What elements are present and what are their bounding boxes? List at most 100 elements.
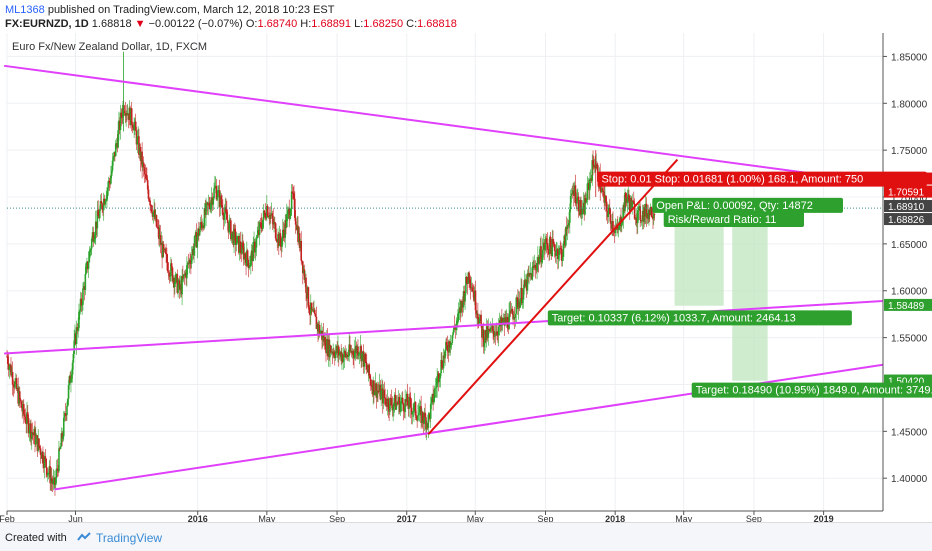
candle-body	[557, 249, 559, 260]
candle-body	[506, 316, 509, 328]
candle-body	[71, 362, 74, 375]
candle-body	[292, 192, 295, 194]
candle-body	[516, 297, 518, 299]
candle-body	[417, 415, 419, 421]
candle-body	[418, 406, 421, 414]
annotation-text: Stop: 0.01 Stop: 0.01681 (1.00%) 168.1, …	[601, 174, 863, 186]
trendline-upper-resistance[interactable]	[4, 64, 884, 184]
candle-body	[169, 276, 171, 277]
candle-body	[234, 228, 236, 232]
low-label: L:	[354, 18, 364, 30]
candle-body	[284, 219, 287, 238]
candle-body	[266, 205, 269, 216]
annotation: Target: 0.10337 (6.12%) 1033.7, Amount: …	[547, 310, 852, 326]
candle-body	[157, 226, 159, 228]
candle-body	[19, 399, 22, 402]
candle-body	[72, 353, 75, 363]
candle-body	[262, 219, 264, 230]
candle-body	[123, 111, 126, 113]
target-zone	[732, 225, 768, 381]
candle-body	[59, 446, 62, 450]
candle-body	[612, 221, 614, 231]
candle-body	[117, 130, 119, 148]
candle-body	[446, 344, 449, 352]
candle-body	[85, 266, 87, 274]
price-change: −0.00122 (−0.07%)	[148, 18, 243, 30]
candle-body	[272, 218, 275, 225]
candle-body	[302, 261, 304, 274]
candle-body	[319, 332, 322, 335]
tradingview-brand[interactable]: TradingView	[96, 531, 163, 545]
candle-body	[300, 240, 303, 261]
candle-body	[435, 386, 438, 388]
price-chart[interactable]: 1.400001.450001.500001.550001.600001.650…	[0, 33, 932, 522]
candle-body	[569, 196, 572, 210]
candle-body	[303, 269, 306, 280]
candle-body	[181, 276, 183, 295]
candle-body	[262, 210, 265, 220]
candle-body	[592, 160, 594, 165]
candle-body	[198, 229, 201, 236]
candle-body	[409, 399, 412, 408]
candle-body	[38, 438, 40, 447]
candle-body	[301, 260, 303, 262]
candle-body	[275, 238, 278, 242]
candle-body	[365, 363, 368, 370]
candle-body	[148, 198, 151, 201]
candle-body	[566, 224, 569, 230]
candle-body	[343, 350, 346, 358]
candle-body	[133, 125, 135, 131]
candle-body	[166, 253, 168, 263]
candle-body	[307, 287, 310, 308]
publish-line: ML1368 published on TradingView.com, Mar…	[5, 4, 334, 16]
candle-body	[329, 345, 332, 353]
candle-body	[633, 203, 636, 219]
author-link[interactable]: ML1368	[5, 4, 45, 16]
candle-body	[60, 433, 63, 447]
candle-body	[235, 242, 238, 245]
candle-body	[281, 238, 283, 247]
annotations: Stop: 0.01 Stop: 0.01681 (1.00%) 168.1, …	[547, 171, 932, 398]
candle-body	[368, 364, 370, 376]
candle-body	[541, 249, 544, 260]
candle-body	[78, 311, 80, 329]
candle-body	[492, 325, 494, 332]
candle-body	[27, 418, 30, 434]
candle-body	[205, 203, 207, 216]
candle-body	[614, 228, 617, 233]
candle-body	[75, 327, 78, 344]
candle-body	[286, 210, 289, 215]
candle-body	[254, 241, 256, 253]
y-tick-label: 1.55000	[891, 334, 928, 345]
candle-body	[70, 378, 72, 383]
candle-body	[338, 353, 341, 356]
candle-body	[369, 375, 371, 379]
candle-body	[44, 456, 47, 459]
candle-body	[438, 378, 441, 383]
candle-body	[14, 381, 16, 388]
candle-body	[223, 213, 226, 220]
candle-body	[545, 238, 548, 243]
candle-body	[402, 403, 405, 411]
candle-body	[11, 372, 14, 385]
candle-body	[361, 353, 363, 362]
candle-body	[286, 214, 288, 228]
candle-body	[248, 266, 251, 269]
candle-body	[73, 340, 75, 354]
trendline-middle-line[interactable]	[4, 300, 884, 355]
candle-body	[242, 242, 244, 248]
candle-body	[421, 411, 424, 421]
candle-body	[174, 274, 177, 283]
candle-body	[376, 390, 378, 398]
y-tick-label: 1.60000	[891, 287, 928, 298]
candle-body	[624, 192, 627, 198]
candle-body	[344, 350, 346, 354]
annotation-text: Open P&L: 0.00092, Qty: 14872	[656, 200, 813, 212]
candle-body	[561, 257, 564, 261]
candle-body	[216, 197, 219, 200]
candle-body	[154, 209, 156, 220]
candle-body	[50, 478, 53, 482]
trendline-rising-support[interactable]	[427, 158, 679, 435]
created-with-label: Created with	[5, 532, 67, 544]
candle-body	[496, 331, 498, 335]
